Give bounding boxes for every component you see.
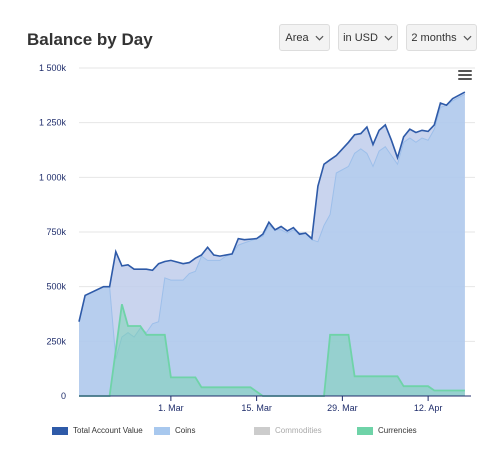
chart-type-dropdown[interactable]: Area bbox=[279, 24, 330, 51]
legend-item-coins[interactable]: Coins bbox=[154, 426, 195, 435]
chart-legend: Total Account Value Coins Commodities Cu… bbox=[0, 426, 504, 440]
y-tick-label: 1 000k bbox=[39, 172, 67, 182]
legend-swatch bbox=[254, 426, 270, 435]
legend-label: Coins bbox=[175, 426, 196, 435]
legend-item-currencies[interactable]: Currencies bbox=[357, 426, 417, 435]
legend-label: Total Account Value bbox=[73, 426, 143, 435]
total-account-value-line bbox=[78, 91, 466, 322]
coins-line bbox=[78, 93, 466, 359]
legend-swatch bbox=[154, 426, 170, 435]
legend-label: Currencies bbox=[378, 426, 417, 435]
legend-swatch bbox=[357, 426, 373, 435]
legend-item-total-account-value[interactable]: Total Account Value bbox=[52, 426, 143, 435]
currency-label: in USD bbox=[343, 31, 378, 44]
y-tick-label: 0 bbox=[61, 391, 66, 401]
y-tick-label: 1 500k bbox=[39, 63, 67, 73]
x-tick-label: 15. Mar bbox=[241, 403, 272, 413]
currencies-line bbox=[79, 303, 465, 397]
y-tick-label: 500k bbox=[46, 282, 66, 292]
y-tick-label: 250k bbox=[46, 336, 66, 346]
range-label: 2 months bbox=[411, 31, 457, 44]
hamburger-menu-icon[interactable] bbox=[458, 70, 472, 82]
currency-dropdown[interactable]: in USD bbox=[338, 24, 398, 51]
y-tick-label: 1 250k bbox=[39, 118, 67, 128]
area-chart: 0 250k 500k 750k 1 000k 1 250k 1 500k 1. Mar 15.… bbox=[39, 63, 475, 413]
range-dropdown[interactable]: 2 months bbox=[406, 24, 477, 51]
legend-label: Commodities bbox=[275, 426, 322, 435]
legend-swatch bbox=[52, 426, 68, 435]
x-tick-label: 29. Mar bbox=[327, 403, 358, 413]
chart-type-label: Area bbox=[285, 31, 309, 44]
legend-item-commodities[interactable]: Commodities bbox=[254, 426, 322, 435]
chevron-down-icon bbox=[384, 35, 393, 41]
chart-title: Balance by Day bbox=[27, 30, 153, 49]
chevron-down-icon bbox=[315, 35, 324, 41]
chevron-down-icon bbox=[463, 35, 472, 41]
x-tick-label: 1. Mar bbox=[158, 403, 184, 413]
x-tick-label: 12. Apr bbox=[414, 403, 443, 413]
coins-area bbox=[79, 94, 465, 396]
y-tick-label: 750k bbox=[46, 227, 66, 237]
